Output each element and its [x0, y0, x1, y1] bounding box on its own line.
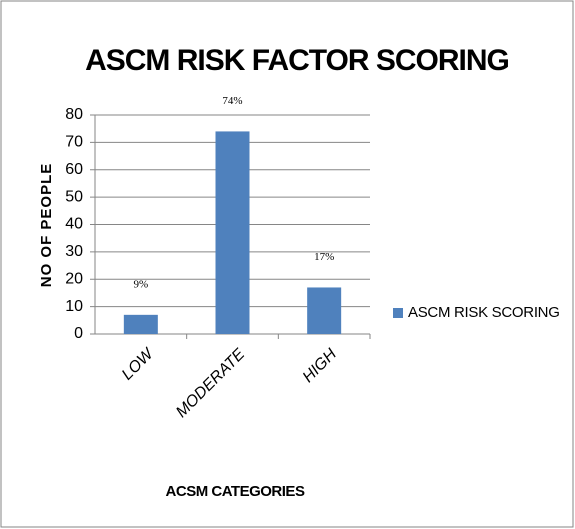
- y-tick-label: 40: [65, 216, 83, 233]
- y-tick-label: 50: [65, 188, 83, 205]
- legend-label: ASCM RISK SCORING: [408, 304, 560, 321]
- bar: [307, 287, 342, 334]
- chart-title: ASCM RISK FACTOR SCORING: [85, 44, 509, 77]
- x-axis-label: ACSM CATEGORIES: [166, 483, 305, 500]
- y-tick-label: 60: [65, 161, 83, 178]
- y-tick-label: 0: [74, 325, 83, 342]
- bar: [215, 131, 250, 334]
- y-axis-label: NO OF PEOPLE: [38, 163, 55, 288]
- y-tick-label: 30: [65, 243, 83, 260]
- data-label: 9%: [133, 278, 148, 290]
- data-label: 17%: [314, 251, 334, 263]
- legend-swatch: [393, 308, 403, 318]
- y-tick-label: 20: [65, 270, 83, 287]
- y-tick-label: 10: [65, 298, 83, 315]
- data-label: 74%: [222, 95, 242, 107]
- y-tick-label: 80: [65, 106, 83, 123]
- y-tick-label: 70: [65, 134, 83, 151]
- bar: [123, 314, 158, 334]
